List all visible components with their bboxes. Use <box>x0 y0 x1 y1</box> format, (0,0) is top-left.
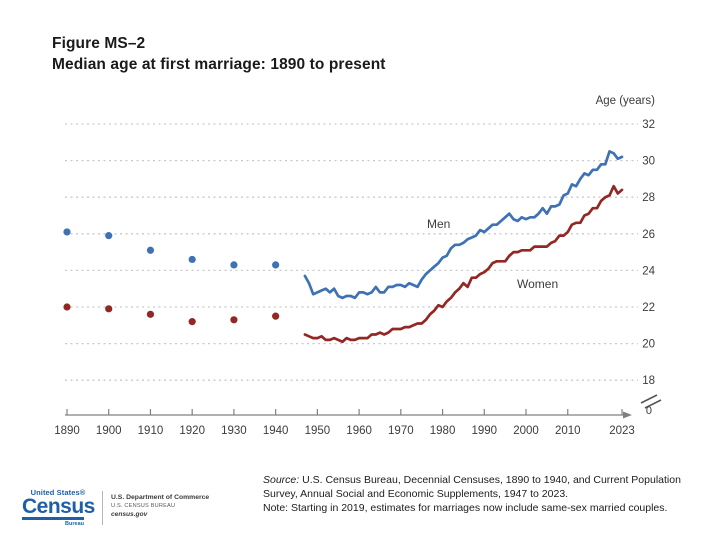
source-line-1: Source: U.S. Census Bureau, Decennial Ce… <box>263 473 703 487</box>
source-note: Source: U.S. Census Bureau, Decennial Ce… <box>263 473 703 516</box>
women-dot <box>272 312 280 320</box>
census-bureau-label: U.S. CENSUS BUREAU <box>111 503 176 509</box>
census-wordmark: United States® Census Bureau <box>22 488 95 527</box>
x-tick-label: 1950 <box>305 425 331 437</box>
y-tick-label: 24 <box>642 265 655 277</box>
men-series-label: Men <box>427 217 450 231</box>
y-tick-label: 26 <box>642 229 655 241</box>
x-tick-label: 1930 <box>221 425 247 437</box>
census-logo: United States® Census Bureau U.S. Depart… <box>22 488 252 532</box>
logo-divider <box>102 491 103 525</box>
x-tick-label: 2010 <box>555 425 581 437</box>
women-dot <box>188 318 196 326</box>
axis-break-icon <box>644 399 662 409</box>
men-dot <box>105 232 113 240</box>
source-rest: U.S. Census Bureau, Decennial Censuses, … <box>302 474 681 486</box>
page-title: Median age at first marriage: 1890 to pr… <box>52 56 386 73</box>
men-line <box>303 150 624 300</box>
x-tick-label: 1970 <box>388 425 414 437</box>
y-tick-label: 20 <box>642 339 655 351</box>
x-tick-label: 1910 <box>138 425 164 437</box>
y-axis-title: Age (years) <box>596 95 656 107</box>
x-tick-label: 1890 <box>54 425 80 437</box>
x-tick-label: 1980 <box>430 425 456 437</box>
y-zero-label: 0 <box>646 405 652 417</box>
women-series-label: Women <box>517 277 558 291</box>
x-tick-label: 2000 <box>513 425 539 437</box>
logo-text-block: U.S. Department of Commerce U.S. CENSUS … <box>111 493 209 519</box>
note-line: Note: Starting in 2019, estimates for ma… <box>263 502 668 515</box>
x-tick-label: 2023 <box>609 425 635 437</box>
united-states-label: United States® <box>30 488 86 497</box>
men-dot <box>272 261 280 269</box>
chart-title-block: Figure MS–2 Median age at first marriage… <box>52 33 386 75</box>
figure-label: Figure MS–2 <box>52 35 146 52</box>
men-dot <box>230 261 238 269</box>
women-dot <box>146 310 155 318</box>
x-tick-label: 1900 <box>96 425 122 437</box>
x-tick-label: 1940 <box>263 425 289 437</box>
women-dot <box>105 305 113 313</box>
men-dot <box>63 228 71 236</box>
source-line-2: Survey, Annual Social and Economic Suppl… <box>263 488 569 501</box>
census-label: Census <box>22 495 95 518</box>
women-line <box>303 184 624 344</box>
y-tick-label: 18 <box>642 375 655 387</box>
x-tick-label: 1920 <box>179 425 205 437</box>
men-dot <box>146 246 155 254</box>
dept-of-commerce-label: U.S. Department of Commerce <box>111 494 210 501</box>
men-dot <box>188 255 196 264</box>
y-tick-label: 32 <box>642 119 655 131</box>
census-gov-label: census.gov <box>111 511 148 518</box>
women-dot <box>63 303 71 311</box>
axis-arrow-icon <box>623 411 632 419</box>
y-tick-label: 30 <box>642 156 655 168</box>
y-tick-label: 28 <box>642 192 655 204</box>
x-tick-label: 1990 <box>471 425 497 437</box>
logo-underline <box>22 517 84 520</box>
women-dot <box>230 316 238 324</box>
x-tick-label: 1960 <box>346 425 372 437</box>
y-tick-label: 22 <box>642 302 655 314</box>
axis-break-icon <box>640 394 658 404</box>
bureau-label: Bureau <box>65 520 84 527</box>
source-prefix: Source: <box>263 474 300 486</box>
